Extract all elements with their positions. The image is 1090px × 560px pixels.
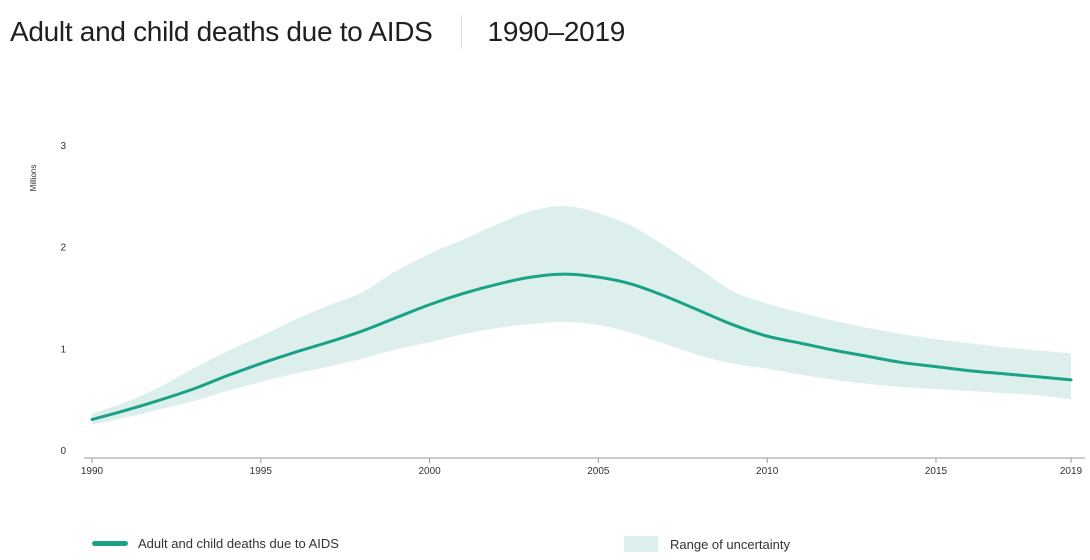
x-axis — [84, 457, 1085, 463]
chart-legend: Adult and child deaths due to AIDS Range… — [0, 532, 1090, 556]
y-tick-label: 0 — [60, 446, 66, 457]
x-tick-labels: 1990 1995 2000 2005 2010 2015 2019 — [81, 466, 1083, 477]
legend-swatch-band — [624, 536, 658, 552]
series-line-layer — [90, 272, 1073, 421]
legend-label-deaths: Adult and child deaths due to AIDS — [138, 536, 339, 551]
x-tick-label: 2000 — [418, 466, 441, 477]
uncertainty-band — [92, 205, 1071, 425]
x-tick-label: 1995 — [250, 466, 273, 477]
y-tick-label: 1 — [60, 344, 66, 355]
line-chart: 1990 1995 2000 2005 2010 2015 2019 0 1 2 3 Millio… — [29, 141, 1085, 477]
chart-header: Adult and child deaths due to AIDS 1990–… — [10, 12, 625, 52]
x-tick-label: 2005 — [587, 466, 610, 477]
y-tick-label: 3 — [60, 141, 66, 152]
x-tick-label: 2015 — [925, 466, 948, 477]
legend-swatch-line — [92, 541, 128, 546]
legend-item-uncertainty: Range of uncertainty — [624, 536, 790, 552]
series-line-deaths — [90, 272, 1073, 421]
y-axis-title: Millions — [29, 165, 38, 192]
x-tick-label: 2010 — [756, 466, 779, 477]
x-tick-label: 1990 — [81, 466, 104, 477]
uncertainty-band-layer — [92, 205, 1071, 425]
legend-label-uncertainty: Range of uncertainty — [670, 536, 790, 552]
y-tick-label: 2 — [60, 243, 66, 254]
x-tick-label: 2019 — [1060, 466, 1083, 477]
legend-item-deaths: Adult and child deaths due to AIDS — [92, 536, 339, 551]
y-tick-labels: 0 1 2 3 — [60, 141, 66, 457]
chart-subtitle: 1990–2019 — [487, 16, 626, 47]
title-divider — [460, 15, 462, 49]
chart-title: Adult and child deaths due to AIDS — [10, 16, 433, 47]
